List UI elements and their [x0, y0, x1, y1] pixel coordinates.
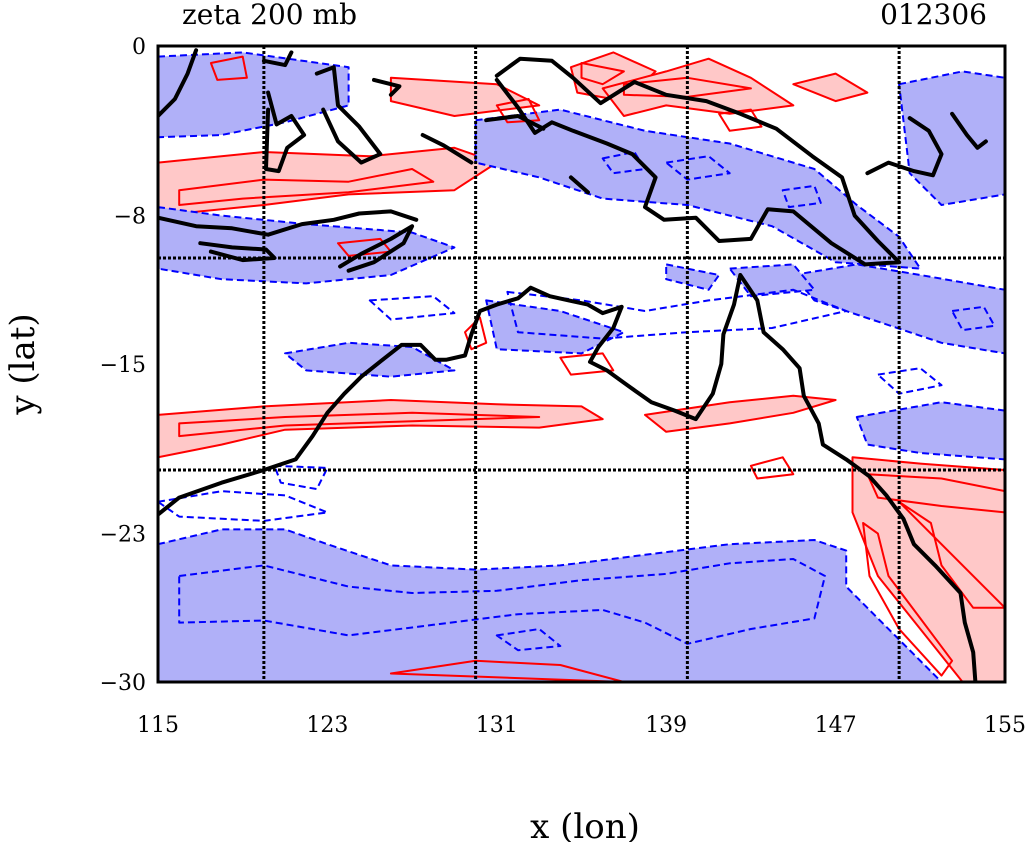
negative-contour-9: [601, 151, 646, 175]
x-tick-label-115: 115: [137, 713, 179, 738]
negative-contour-3: [368, 295, 456, 321]
coastline-12: [372, 77, 402, 97]
negative-contour-0: [178, 558, 826, 645]
plot-frame: [156, 44, 1007, 684]
coastline-3: [261, 50, 294, 68]
negative-vorticity-fills: [158, 51, 1005, 682]
positive-region-6: [158, 399, 604, 459]
positive-contour-14: [209, 55, 248, 81]
positive-region-2: [389, 76, 541, 117]
coastline-9: [420, 133, 474, 165]
positive-region-5: [792, 72, 869, 103]
negative-region-0: [158, 528, 943, 682]
x-tick-label-155: 155: [984, 713, 1026, 738]
lat-lon-grid: [158, 46, 1005, 682]
coastline-10: [484, 114, 546, 131]
y-axis-label: y (lat): [3, 313, 43, 415]
coastline-7: [198, 241, 277, 263]
y-tick-label-m30: −30: [100, 671, 146, 696]
x-tick-label-139: 139: [645, 713, 687, 738]
positive-contour-5: [862, 522, 954, 677]
coastline-11: [568, 175, 590, 195]
x-tick-label-147: 147: [815, 713, 857, 738]
positive-contour-11: [749, 456, 795, 480]
coastline-5: [314, 65, 383, 165]
negative-region-7: [855, 401, 1005, 461]
coastlines: [158, 48, 988, 682]
coastline-14: [950, 111, 988, 150]
negative-region-8: [284, 341, 456, 378]
coastline-6: [158, 209, 419, 237]
negative-contour-2: [506, 288, 848, 340]
y-tick-label-m8: −8: [114, 205, 146, 230]
coastline-4: [264, 90, 307, 174]
positive-contour-2: [580, 62, 625, 86]
negative-region-10: [665, 263, 721, 291]
positive-contour-1: [178, 411, 541, 438]
positive-contour-0: [178, 168, 435, 206]
x-tick-label-123: 123: [306, 713, 348, 738]
coastline-8: [338, 224, 415, 273]
positive-region-4: [601, 57, 795, 117]
y-tick-label-m23: −23: [100, 523, 146, 548]
negative-region-2: [898, 70, 1005, 206]
y-tick-label-m15: −15: [100, 353, 146, 378]
positive-contour-10: [718, 108, 763, 132]
x-tick-labels: 115 123 131 139 147 155: [137, 713, 1026, 738]
positive-contour-13: [389, 659, 625, 682]
negative-contour-4: [665, 155, 731, 181]
y-tick-label-0: 0: [132, 35, 146, 60]
negative-contours: [158, 151, 996, 652]
positive-contour-12: [559, 352, 615, 376]
positive-contour-4: [866, 473, 1005, 514]
negative-contour-5: [273, 464, 329, 491]
negative-region-5: [485, 299, 625, 355]
negative-contour-7: [876, 367, 943, 395]
negative-contour-8: [951, 305, 996, 332]
negative-contour-1: [495, 628, 562, 652]
x-tick-label-131: 131: [476, 713, 518, 738]
positive-region-7: [644, 394, 837, 433]
x-axis-label: x (lon): [530, 807, 640, 842]
positive-contour-3: [622, 76, 752, 98]
coastline-2: [158, 48, 199, 118]
y-tick-labels: 0 −8 −15 −23 −30: [100, 35, 146, 696]
negative-region-1: [474, 108, 922, 270]
coastline-0: [158, 273, 978, 682]
coastline-13: [865, 116, 944, 178]
negative-region-4: [158, 206, 456, 285]
plot-area: [158, 46, 1005, 682]
date-label: 012306: [880, 0, 987, 31]
positive-contour-6: [898, 500, 1005, 609]
negative-region-3: [158, 51, 350, 139]
negative-contour-6: [158, 490, 329, 522]
negative-contour-10: [781, 184, 822, 209]
chart-title: zeta 200 mb: [182, 0, 357, 31]
coastline-1: [494, 56, 902, 267]
positive-contours: [178, 55, 1005, 682]
